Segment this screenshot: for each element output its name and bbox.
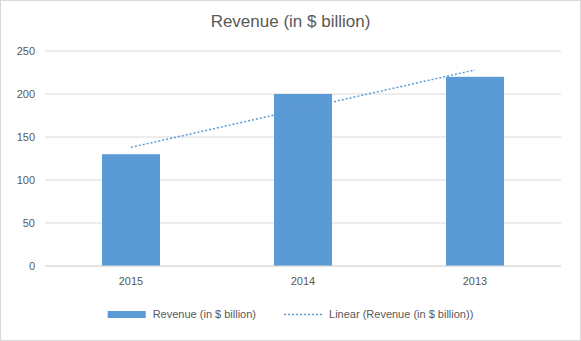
chart: Revenue (in $ billion) 0 50 100 150 200 250 201…	[0, 0, 581, 341]
legend-item: Revenue (in $ billion)	[108, 308, 256, 320]
grid-line	[45, 51, 561, 52]
x-tick-label: 2013	[463, 275, 487, 287]
legend-label: Revenue (in $ billion)	[153, 308, 256, 320]
bar	[102, 154, 160, 266]
y-tick-label: 150	[17, 131, 35, 143]
legend-item: Linear (Revenue (in $ billion))	[284, 308, 473, 320]
trend-line	[131, 70, 475, 147]
grid-line	[45, 266, 561, 267]
legend-key	[108, 311, 146, 318]
title: Revenue (in $ billion)	[211, 12, 371, 31]
y-tick-label: 0	[29, 260, 35, 272]
y-tick-label: 100	[17, 174, 35, 186]
y-tick-label: 250	[17, 45, 35, 57]
x-axis	[45, 266, 561, 267]
bar	[446, 77, 504, 266]
background	[1, 1, 581, 341]
bar	[274, 94, 332, 266]
legend-label: Linear (Revenue (in $ billion))	[329, 308, 473, 320]
x-tick-label: 2015	[119, 275, 143, 287]
legend: Revenue (in $ billion) Linear (Revenue (i…	[108, 308, 474, 320]
plot-area	[102, 70, 504, 266]
y-tick-label: 50	[23, 217, 35, 229]
x-tick-label: 2014	[291, 275, 315, 287]
y-tick-label: 200	[17, 88, 35, 100]
legend-key	[284, 314, 322, 316]
